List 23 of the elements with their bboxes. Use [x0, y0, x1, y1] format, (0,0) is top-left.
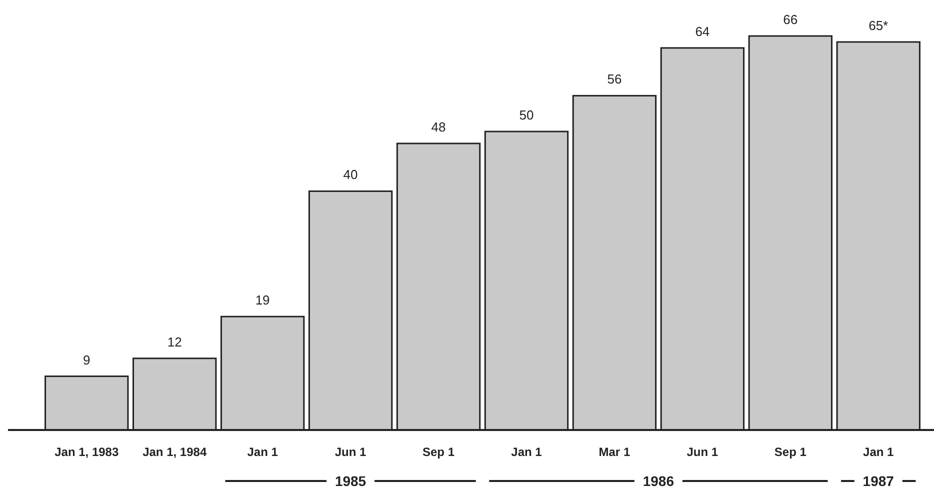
- data-label: 40: [343, 167, 358, 182]
- x-tick-label: Sep 1: [774, 445, 807, 459]
- data-label: 9: [83, 352, 90, 368]
- x-tick-label: Mar 1: [598, 445, 630, 459]
- data-label: 48: [431, 119, 446, 134]
- data-label: 12: [167, 334, 182, 350]
- text: 1985: [334, 473, 366, 489]
- x-tick-label: Jan 1, 1984: [142, 445, 207, 459]
- text: 1986: [642, 473, 674, 489]
- data-label: 64: [695, 24, 710, 39]
- data-label: 56: [607, 72, 622, 87]
- x-tick-label: Jun 1: [686, 445, 718, 459]
- data-label: 19: [255, 292, 270, 308]
- x-tick-label: Jan 1: [863, 445, 894, 459]
- x-tick-label: Jan 1: [511, 445, 542, 459]
- text: 1987: [862, 473, 894, 489]
- x-tick-label: Jan 1: [247, 445, 278, 459]
- x-tick-label: Jan 1, 1983: [54, 445, 119, 459]
- x-tick-label: Sep 1: [422, 445, 455, 459]
- x-tick-label: Jun 1: [334, 445, 367, 459]
- data-label: 65*: [868, 18, 888, 33]
- data-label: 50: [519, 108, 534, 123]
- data-label: 66: [783, 12, 798, 27]
